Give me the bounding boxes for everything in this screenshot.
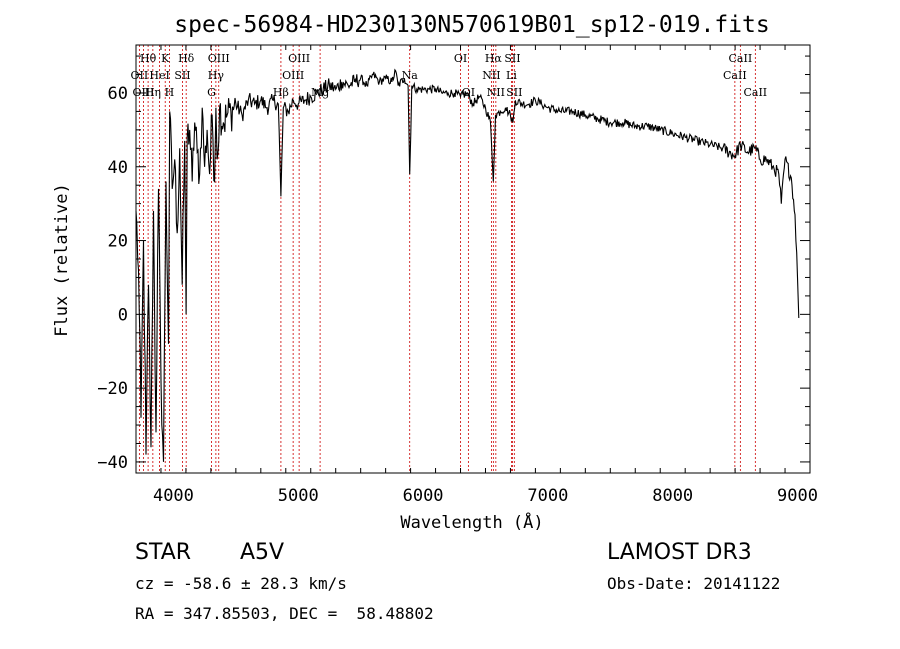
- chart-title: spec-56984-HD230130N570619B01_sp12-019.f…: [174, 12, 769, 38]
- marker-label-nii: NII: [487, 86, 505, 99]
- marker-label-sii: SII: [504, 52, 520, 65]
- x-tick-label: 4000: [153, 486, 194, 506]
- plot-frame: [135, 44, 811, 474]
- spectrum-line: [135, 68, 800, 462]
- y-tick-label: 40: [108, 158, 128, 178]
- y-tick-label: −20: [97, 379, 128, 399]
- marker-label-caii: CaII: [729, 52, 753, 65]
- object-class: STAR: [135, 540, 192, 565]
- y-tick-label: 60: [108, 84, 128, 104]
- y-tick-label: 0: [118, 305, 128, 325]
- coordinates: RA = 347.85503, DEC = 58.48802: [135, 604, 434, 623]
- marker-label-h: H: [165, 86, 175, 99]
- marker-label-oiii: OIII: [288, 52, 310, 65]
- y-axis: −40 −20 0 20 40 60: [97, 55, 810, 473]
- marker-label-sii: SII: [174, 69, 190, 82]
- x-axis-label: Wavelength (Å): [400, 511, 543, 533]
- x-tick-label: 7000: [527, 486, 568, 506]
- marker-label-hei: HeI: [149, 69, 169, 82]
- marker-label-hη: Hη: [145, 86, 161, 99]
- marker-label-na: Na: [402, 69, 419, 82]
- marker-label-sii: SII: [506, 86, 522, 99]
- x-tick-label: 6000: [403, 486, 444, 506]
- marker-label-oii: OII: [131, 69, 149, 82]
- marker-label-oiii: OIII: [208, 52, 230, 65]
- marker-label-hβ: Hβ: [273, 86, 289, 99]
- marker-label-k: K: [161, 52, 170, 65]
- redshift-velocity: cz = -58.6 ± 28.3 km/s: [135, 574, 347, 593]
- marker-label-caii: CaII: [743, 86, 767, 99]
- x-tick-label: 9000: [777, 486, 818, 506]
- y-tick-label: −40: [97, 453, 128, 473]
- marker-label-caii: CaII: [723, 69, 747, 82]
- x-tick-label: 5000: [278, 486, 319, 506]
- survey-name: LAMOST DR3: [607, 540, 752, 565]
- marker-label-oi: OI: [454, 52, 467, 65]
- observation-date: Obs-Date: 20141122: [607, 574, 781, 593]
- x-tick-label: 8000: [652, 486, 693, 506]
- object-subclass: A5V: [240, 540, 285, 565]
- x-axis: 4000 5000 6000 7000 8000 9000: [135, 45, 818, 506]
- marker-label-li: Li: [506, 69, 517, 82]
- y-tick-label: 20: [108, 232, 128, 252]
- marker-label-oiii: OIII: [282, 69, 304, 82]
- marker-label-g: G: [207, 86, 216, 99]
- y-axis-label: Flux (relative): [52, 183, 72, 337]
- marker-label-nii: NII: [482, 69, 500, 82]
- marker-label-hα: Hα: [485, 52, 503, 65]
- emission-line-markers: [138, 45, 756, 473]
- marker-label-hθ: Hθ: [140, 52, 157, 65]
- marker-label-hγ: Hγ: [208, 69, 225, 82]
- marker-label-hδ: Hδ: [178, 52, 195, 65]
